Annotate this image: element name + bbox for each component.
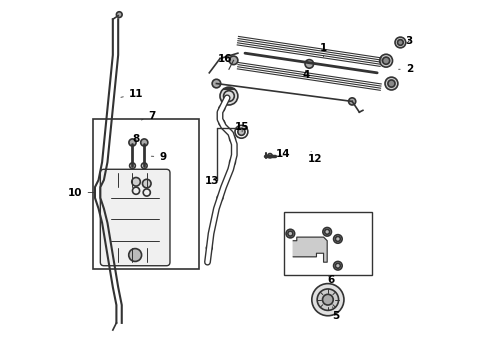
Text: 11: 11 xyxy=(121,89,143,99)
Circle shape xyxy=(238,128,245,135)
Bar xyxy=(93,119,198,269)
Text: 14: 14 xyxy=(276,149,291,159)
Text: 1: 1 xyxy=(320,43,327,57)
Circle shape xyxy=(383,57,390,64)
Text: 10: 10 xyxy=(68,188,94,198)
Circle shape xyxy=(132,177,140,186)
Circle shape xyxy=(129,139,136,146)
Text: 15: 15 xyxy=(235,122,249,132)
Circle shape xyxy=(268,154,272,158)
Circle shape xyxy=(220,87,238,105)
Circle shape xyxy=(229,56,238,64)
Circle shape xyxy=(117,12,122,18)
Circle shape xyxy=(334,235,342,243)
FancyBboxPatch shape xyxy=(100,169,170,266)
Circle shape xyxy=(212,79,220,88)
Circle shape xyxy=(286,229,294,238)
Circle shape xyxy=(348,98,356,105)
Circle shape xyxy=(323,228,331,236)
Circle shape xyxy=(322,294,333,305)
Circle shape xyxy=(129,249,142,261)
Polygon shape xyxy=(293,237,327,262)
Text: 13: 13 xyxy=(204,176,219,186)
Text: 3: 3 xyxy=(406,36,413,46)
Circle shape xyxy=(397,40,403,45)
Text: 9: 9 xyxy=(151,152,167,162)
Circle shape xyxy=(388,80,395,87)
Circle shape xyxy=(305,60,314,68)
Text: 5: 5 xyxy=(333,307,340,321)
Text: 8: 8 xyxy=(132,134,140,144)
Circle shape xyxy=(380,54,392,67)
Bar xyxy=(284,212,372,275)
Text: 6: 6 xyxy=(327,275,334,285)
Circle shape xyxy=(317,289,339,310)
Circle shape xyxy=(143,179,151,188)
Text: 12: 12 xyxy=(307,152,322,164)
Circle shape xyxy=(395,37,406,48)
Circle shape xyxy=(334,261,342,270)
Circle shape xyxy=(141,139,148,146)
Circle shape xyxy=(312,284,344,316)
Text: 4: 4 xyxy=(302,69,309,80)
Text: 7: 7 xyxy=(142,111,156,121)
Circle shape xyxy=(385,77,398,90)
Text: 16: 16 xyxy=(218,54,233,64)
Text: 2: 2 xyxy=(398,64,413,74)
